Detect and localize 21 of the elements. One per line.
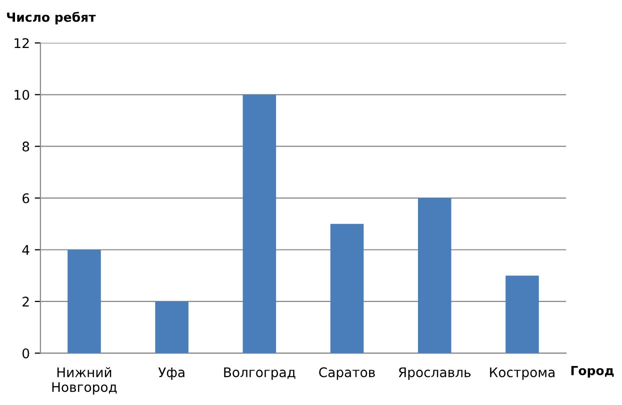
x-tick-label: Волгоград xyxy=(224,367,296,380)
x-tick-label: Ярославль xyxy=(398,367,471,380)
bar xyxy=(506,276,539,354)
y-tick-label: 8 xyxy=(22,142,30,152)
bar xyxy=(330,224,364,354)
y-tick-label: 12 xyxy=(14,38,29,48)
y-tick-label: 6 xyxy=(22,193,30,204)
x-tick-label: Уфа xyxy=(158,367,184,380)
x-tick-label: Саратов xyxy=(319,367,375,380)
x-tick-label: Кострома xyxy=(490,367,554,380)
y-axis-title: Число ребят xyxy=(7,12,96,24)
y-tick-label: 4 xyxy=(22,245,30,255)
bar xyxy=(68,250,101,354)
y-tick-label: 0 xyxy=(22,348,30,358)
bar xyxy=(418,198,452,354)
bar xyxy=(155,301,188,354)
y-tick-label: 10 xyxy=(14,90,30,100)
x-tick-label: Нижний Новгород xyxy=(52,367,117,395)
x-axis-title: Город xyxy=(571,366,614,378)
bar xyxy=(242,94,276,354)
y-tick-label: 2 xyxy=(22,296,29,306)
